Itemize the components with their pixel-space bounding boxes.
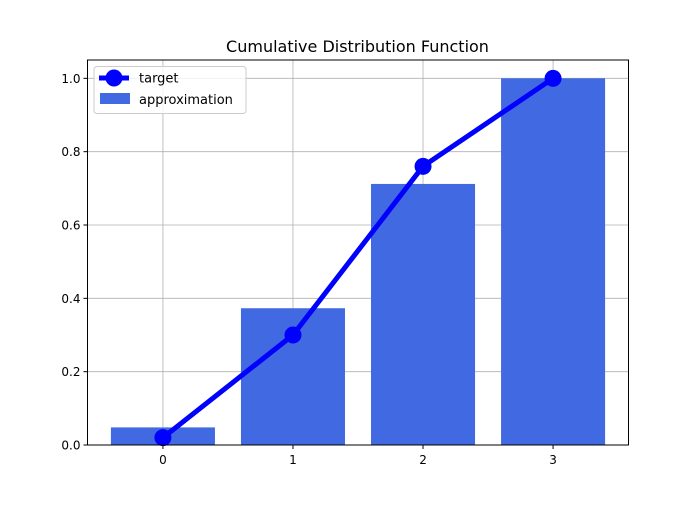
x-tick-label: 2	[419, 453, 427, 467]
legend-target-marker	[105, 69, 123, 87]
y-tick-label: 0.0	[61, 439, 80, 453]
y-tick-label: 0.4	[61, 292, 80, 306]
y-tick-label: 0.2	[61, 365, 80, 379]
legend: target approximation	[93, 66, 247, 114]
axes-ticks: 0 1 2 3 0.0 0.2 0.4 0.6 0.8 1.0	[61, 72, 556, 467]
x-tick-label: 0	[159, 453, 167, 467]
legend-frame	[93, 66, 247, 114]
y-tick-label: 1.0	[61, 72, 80, 86]
target-point-3	[544, 69, 562, 87]
target-series-line	[160, 75, 556, 441]
plot-frame	[87, 59, 629, 446]
bar-approximation-2	[371, 183, 476, 445]
legend-target-label: target	[139, 72, 179, 87]
x-tick-label: 1	[289, 453, 297, 467]
x-tick-label: 3	[549, 453, 557, 467]
legend-approximation-label: approximation	[139, 93, 233, 108]
chart-title: Cumulative Distribution Function	[226, 37, 489, 56]
target-point-0	[154, 429, 172, 447]
y-tick-label: 0.6	[61, 219, 80, 233]
legend-approximation-swatch	[100, 93, 130, 104]
target-line	[154, 69, 562, 447]
target-point-1	[284, 326, 302, 344]
target-point-2	[414, 157, 432, 175]
bars	[110, 78, 606, 445]
bar-approximation-3	[501, 78, 606, 445]
y-tick-label: 0.8	[61, 145, 80, 159]
